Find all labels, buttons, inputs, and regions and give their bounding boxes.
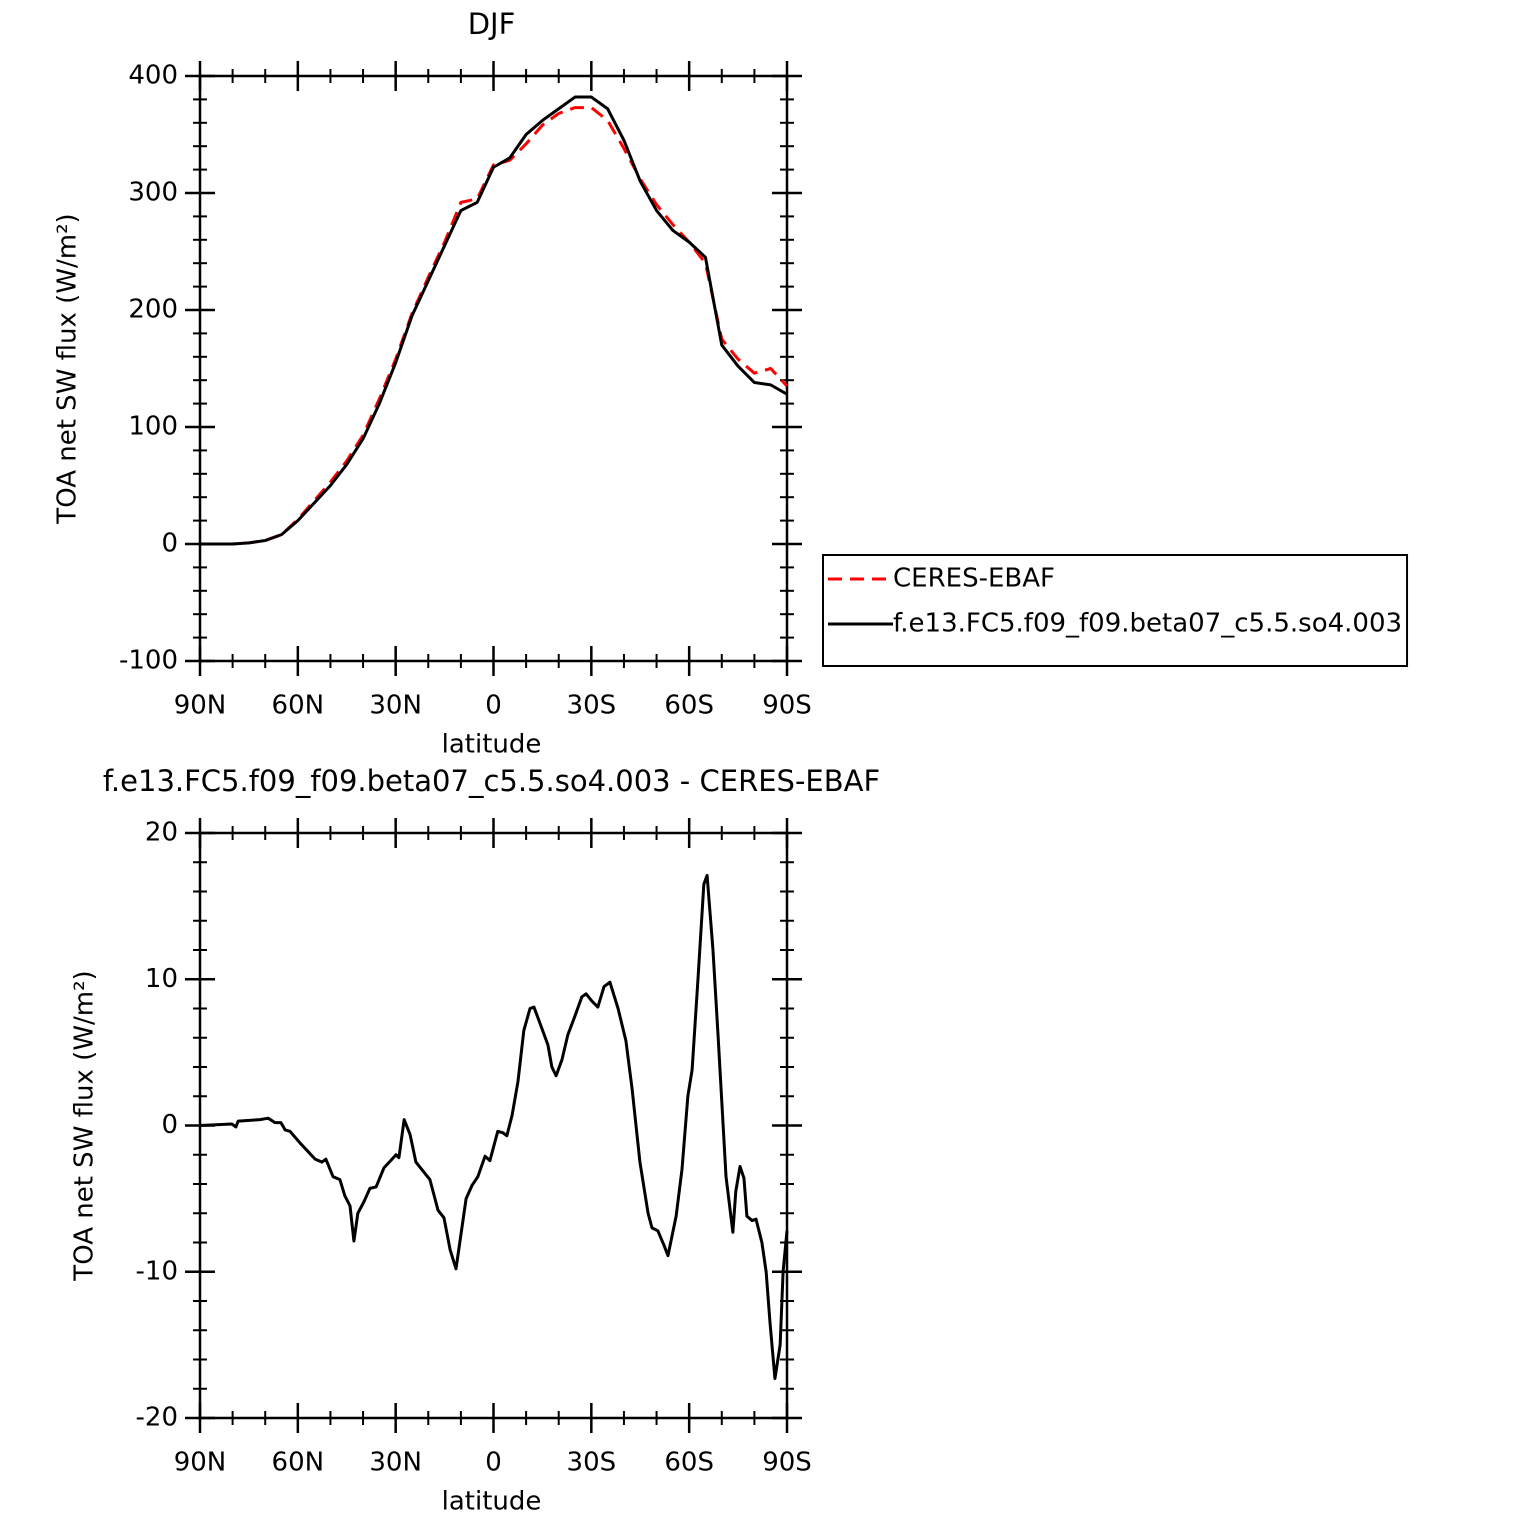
x-tick-label: 60N — [272, 691, 325, 721]
x-tick-label: 90S — [762, 691, 812, 721]
x-axis-label: latitude — [442, 730, 542, 760]
y-tick-label: 100 — [128, 412, 178, 442]
y-tick-label: -100 — [119, 646, 178, 676]
y-tick-label: 20 — [145, 818, 178, 848]
x-tick-label: 0 — [485, 691, 502, 721]
y-tick-label: 0 — [161, 529, 178, 559]
x-axis-label: latitude — [442, 1487, 542, 1517]
x-tick-label: 30S — [567, 691, 617, 721]
data-line — [200, 106, 789, 546]
y-tick-label: 10 — [145, 964, 178, 994]
x-tick-label: 90S — [762, 1448, 812, 1478]
legend-label: CERES-EBAF — [893, 564, 1055, 594]
x-tick-label: 90N — [174, 691, 227, 721]
x-tick-label: 0 — [485, 1448, 502, 1478]
x-tick-label: 60S — [664, 1448, 714, 1478]
x-tick-label: 30N — [369, 1448, 422, 1478]
plot-frame — [198, 831, 789, 1420]
y-axis-label: TOA net SW flux (W/m²) — [70, 970, 100, 1281]
y-tick-label: 0 — [161, 1110, 178, 1140]
x-tick-label: 30S — [567, 1448, 617, 1478]
y-axis-label: TOA net SW flux (W/m²) — [53, 213, 83, 524]
chart-title: DJF — [468, 7, 516, 41]
y-tick-label: 400 — [128, 61, 178, 91]
legend-box — [822, 554, 1409, 667]
data-line — [199, 873, 789, 1381]
x-tick-label: 90N — [174, 1448, 227, 1478]
y-tick-label: -20 — [136, 1403, 178, 1433]
x-tick-label: 60N — [272, 1448, 325, 1478]
chart-title: f.e13.FC5.f09_f09.beta07_c5.5.so4.003 - … — [103, 764, 880, 798]
y-tick-label: 300 — [128, 178, 178, 208]
y-tick-label: 200 — [128, 295, 178, 325]
plot-frame — [198, 74, 789, 663]
legend-label: f.e13.FC5.f09_f09.beta07_c5.5.so4.003 — [893, 609, 1402, 639]
data-line — [200, 95, 788, 546]
x-tick-label: 30N — [369, 691, 422, 721]
x-tick-label: 60S — [664, 691, 714, 721]
y-tick-label: -10 — [136, 1256, 178, 1286]
